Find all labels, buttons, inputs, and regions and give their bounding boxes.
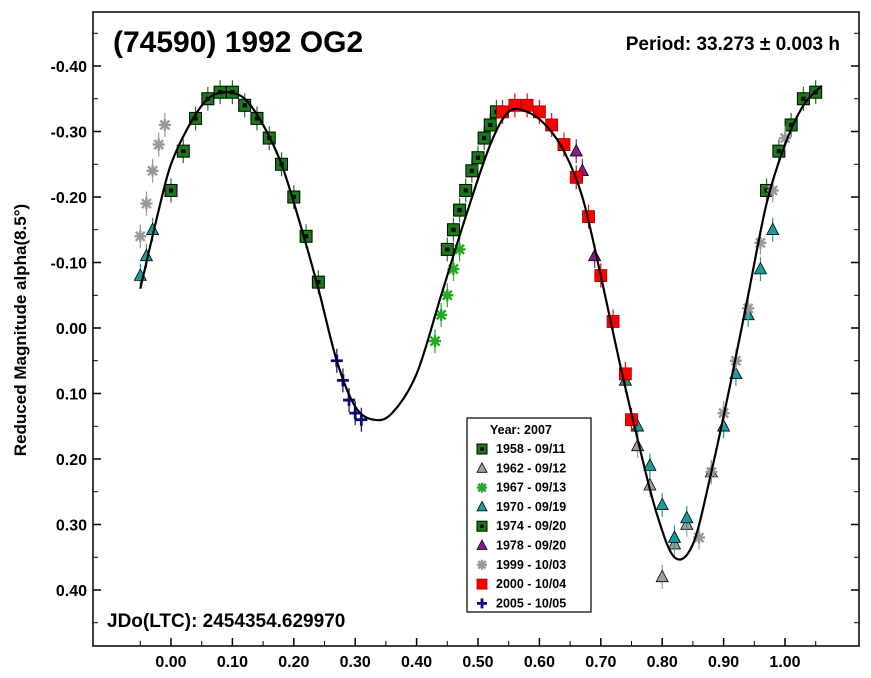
data-point	[655, 569, 669, 583]
x-tick-label: 1.00	[769, 654, 800, 671]
data-point	[766, 222, 780, 235]
x-tick-label: 0.70	[585, 654, 616, 671]
data-point	[753, 261, 768, 275]
legend-entry-label: 2000 - 10/04	[496, 577, 566, 591]
data-point	[429, 335, 442, 348]
data-point	[643, 458, 657, 471]
data-point	[158, 118, 171, 131]
data-point	[754, 236, 767, 249]
legend-box	[466, 417, 592, 613]
data-point	[355, 413, 368, 426]
legend-marker	[476, 520, 488, 532]
legend-title: Year: 2007	[490, 423, 552, 437]
data-point	[779, 132, 791, 145]
data-point	[146, 164, 159, 177]
legend-marker	[477, 559, 487, 570]
data-point	[680, 510, 694, 524]
data-point	[447, 263, 460, 276]
epoch-label: JDo(LTC): 2454354.629970	[107, 611, 345, 632]
period-label: Period: 33.273 ± 0.003 h	[626, 34, 840, 55]
data-point	[441, 289, 454, 302]
legend-entry-label: 1967 - 09/13	[496, 481, 566, 495]
legend-entry-label: 1958 - 09/11	[496, 442, 566, 456]
data-point	[569, 143, 583, 157]
legend-entry-label: 1970 - 09/19	[496, 500, 566, 514]
data-point	[693, 531, 706, 544]
data-point	[440, 242, 454, 256]
legend-marker	[476, 461, 488, 473]
data-point	[465, 164, 479, 178]
y-tick-label: -0.30	[51, 125, 88, 142]
legend-entry-label: 1974 - 09/20	[496, 519, 566, 533]
y-axis: -0.40 -0.30 -0.20 -0.10 0.00 0.10 0.20 0.30 0.40	[51, 32, 859, 624]
data-point	[435, 308, 448, 321]
y-tick-label: 0.00	[56, 321, 87, 338]
x-tick-label: 0.00	[155, 654, 186, 671]
data-point	[453, 243, 466, 256]
legend-marker	[476, 578, 488, 590]
legend-marker	[476, 539, 488, 550]
legend-marker	[477, 482, 487, 493]
x-tick-label: 0.90	[708, 654, 739, 671]
y-tick-label: -0.20	[51, 190, 88, 207]
x-axis: 0.00 0.10 0.20 0.30 0.40 0.50 0.60 0.70 0.80 0.90…	[139, 638, 817, 671]
data-point	[655, 497, 669, 511]
x-tick-label: 0.60	[524, 654, 555, 671]
x-tick-label: 0.10	[217, 654, 248, 671]
x-tick-label: 0.40	[401, 654, 432, 671]
data-point	[766, 184, 779, 197]
y-tick-label: 0.30	[56, 518, 87, 535]
data-point	[742, 302, 755, 315]
legend-entry-label: 2005 - 10/05	[496, 596, 566, 610]
legend-entry-label: 1978 - 09/20	[496, 539, 566, 553]
legend-marker	[476, 443, 488, 455]
data-point	[446, 223, 460, 237]
legend-entry-label: 1962 - 09/12	[496, 461, 566, 475]
data-point	[152, 138, 165, 151]
data-point	[471, 151, 485, 165]
y-tick-label: 0.20	[56, 452, 87, 469]
legend-entries: 1958 - 09/11 1962 - 09/12 1967 - 09/13 1970…	[476, 442, 566, 610]
data-point	[134, 230, 147, 243]
data-point	[667, 530, 682, 543]
x-tick-label: 0.30	[340, 654, 371, 671]
y-tick-label: -0.10	[51, 256, 88, 273]
data-point	[483, 118, 497, 132]
data-point	[545, 118, 559, 132]
legend-entry-label: 1999 - 10/03	[496, 558, 566, 572]
legend: Year: 2007 1958 - 09/11 1962 - 09/12 1967 …	[466, 417, 592, 613]
data-point	[453, 203, 467, 217]
y-tick-label: 0.40	[56, 583, 87, 600]
data-point	[238, 98, 252, 112]
data-point	[477, 131, 491, 145]
x-tick-label: 0.80	[647, 654, 678, 671]
fit-curve	[139, 84, 823, 561]
data-point	[140, 197, 153, 210]
x-tick-label: 0.20	[278, 654, 309, 671]
chart-title: (74590) 1992 OG2	[113, 26, 363, 59]
data-point	[164, 183, 178, 197]
legend-marker	[476, 500, 488, 512]
x-tick-label: 0.50	[462, 654, 493, 671]
y-tick-label: 0.10	[56, 387, 87, 404]
data-point	[496, 105, 509, 119]
legend-marker	[477, 598, 487, 609]
data-point	[459, 183, 473, 197]
y-axis-label: Reduced Magnitude alpha(8.5°)	[11, 204, 30, 456]
y-tick-label: -0.40	[51, 59, 88, 76]
